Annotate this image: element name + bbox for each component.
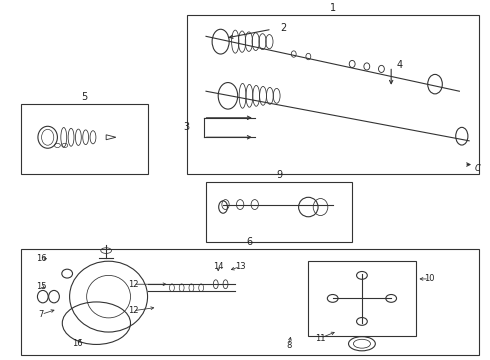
Bar [308,261,416,336]
Bar [206,181,352,242]
Text: 16: 16 [72,339,82,348]
Text: 1: 1 [330,3,336,13]
Text: 8: 8 [286,341,292,350]
Text: 12: 12 [128,306,138,315]
Text: 9: 9 [276,170,282,180]
Bar [21,249,479,355]
Text: 10: 10 [424,274,435,283]
Text: 5: 5 [81,92,87,102]
Text: C: C [475,163,481,172]
Text: 11: 11 [315,334,326,343]
Text: 15: 15 [36,282,47,291]
Text: 7: 7 [39,310,44,319]
Text: 6: 6 [247,237,253,247]
Text: 3: 3 [183,122,189,132]
Text: 12: 12 [128,280,138,289]
Bar [187,15,479,175]
Bar [21,104,147,175]
Text: 2: 2 [280,23,286,33]
Text: 4: 4 [397,60,403,70]
Text: 13: 13 [235,262,245,271]
Text: 16: 16 [36,254,47,263]
Text: 14: 14 [213,262,223,271]
